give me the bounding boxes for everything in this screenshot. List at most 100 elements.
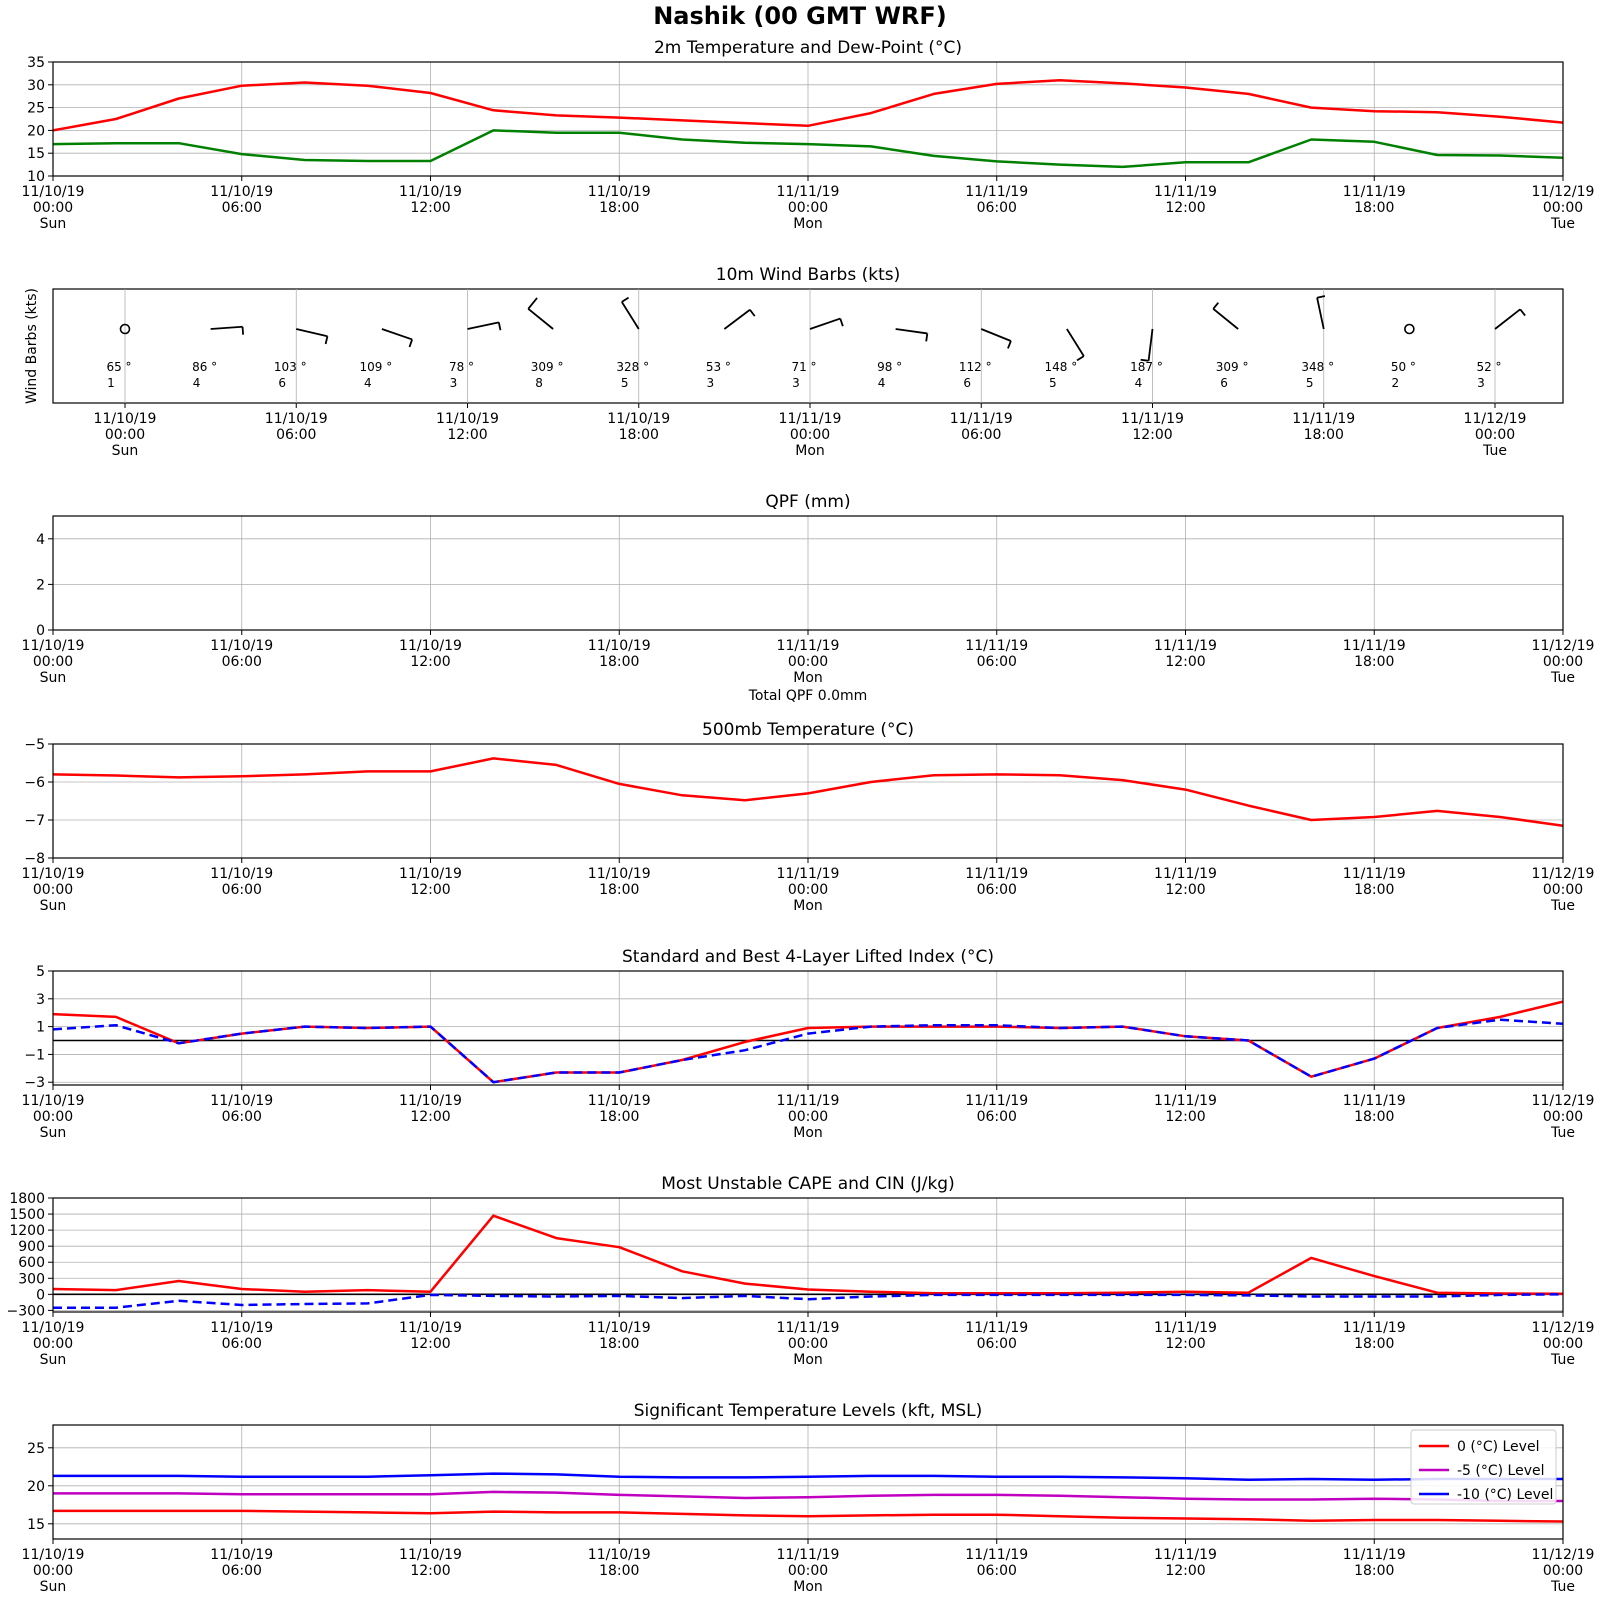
legend-label: -10 (°C) Level [1457, 1487, 1553, 1503]
x-tick-label: Mon [793, 1125, 823, 1141]
x-tick-label: 11/11/19 [777, 866, 840, 882]
wind-speed-label: 6 [963, 376, 971, 390]
x-tick-label: 11/10/19 [399, 1093, 462, 1109]
x-tick-label: 06:00 [977, 882, 1017, 898]
wind-barb-staff [895, 328, 928, 335]
wind-barb-calm [119, 323, 131, 335]
x-tick-label: 11/11/19 [777, 1320, 840, 1336]
y-tick-label: 30 [27, 78, 45, 94]
wind-speed-label: 6 [278, 376, 286, 390]
x-tick-label: 11/12/19 [1532, 1093, 1595, 1109]
x-tick-label: 06:00 [977, 200, 1017, 216]
series-line-0 [53, 1509, 1564, 1523]
x-tick-label: 11/11/19 [1154, 1320, 1217, 1336]
x-tick-label: 11/11/19 [777, 1547, 840, 1563]
panel-title: 2m Temperature and Dew-Point (°C) [654, 38, 962, 58]
x-tick-label: 11/10/19 [399, 1320, 462, 1336]
wind-barb-flag [749, 309, 756, 317]
wind-barb-staff [1066, 328, 1085, 357]
x-tick-label: 11/10/19 [588, 866, 651, 882]
wind-direction-label: 65 ° [106, 360, 131, 374]
wind-barb-staff [1147, 328, 1154, 361]
figure-title: Nashik (00 GMT WRF) [653, 2, 947, 30]
y-tick-label: 4 [36, 532, 45, 548]
x-tick-label: Tue [1550, 1352, 1575, 1368]
x-tick-label: 11/10/19 [607, 411, 670, 427]
x-tick-label: 00:00 [1543, 1563, 1583, 1579]
wind-barb-staff [527, 308, 554, 330]
x-tick-label: 11/11/19 [965, 1320, 1028, 1336]
x-tick-label: 00:00 [33, 200, 73, 216]
series-line-0 [52, 757, 1564, 827]
qpf-total-label: Total QPF 0.0mm [748, 688, 868, 704]
x-tick-label: 06:00 [222, 1109, 262, 1125]
wind-barb-flag [408, 339, 413, 348]
wind-direction-label: 71 ° [791, 360, 816, 374]
wind-barb-flag [241, 326, 245, 335]
y-tick-label: −7 [24, 813, 45, 829]
wind-direction-label: 187 ° [1130, 360, 1163, 374]
x-tick-label: 12:00 [410, 1109, 450, 1125]
wind-barb-staff [1212, 308, 1239, 330]
wind-barb-staff [1494, 308, 1521, 330]
x-tick-label: Tue [1550, 1125, 1575, 1141]
x-tick-label: Mon [793, 898, 823, 914]
x-tick-label: 06:00 [222, 882, 262, 898]
wind-barb-flag [497, 322, 502, 331]
series-line-2 [53, 1472, 1563, 1481]
wind-direction-label: 98 ° [877, 360, 902, 374]
x-tick-label: 11/10/19 [94, 411, 157, 427]
series-line-1 [53, 1490, 1563, 1503]
x-tick-label: 11/10/19 [22, 184, 85, 200]
x-tick-label: 00:00 [788, 1109, 828, 1125]
panel-1: 10m Wind Barbs (kts)11/10/1900:00Sun11/1… [24, 265, 1564, 459]
y-tick-label: 25 [27, 1441, 45, 1457]
x-tick-label: 11/11/19 [1343, 184, 1406, 200]
x-tick-label: 06:00 [222, 1336, 262, 1352]
y-tick-label: 1200 [9, 1223, 45, 1239]
y-tick-label: 2 [36, 577, 45, 593]
wind-direction-label: 328 ° [616, 360, 649, 374]
x-tick-label: 12:00 [447, 427, 487, 443]
x-tick-label: 06:00 [222, 654, 262, 670]
x-tick-label: 11/10/19 [22, 638, 85, 654]
x-tick-label: 11/11/19 [1154, 184, 1217, 200]
x-tick-label: Sun [40, 216, 67, 232]
y-tick-label: 20 [27, 123, 45, 139]
x-tick-label: 12:00 [1165, 1563, 1205, 1579]
x-tick-label: 18:00 [1354, 1563, 1394, 1579]
x-tick-label: 11/10/19 [22, 1320, 85, 1336]
x-tick-label: 00:00 [788, 200, 828, 216]
wind-barb-flag [1007, 340, 1012, 349]
x-tick-label: 00:00 [790, 427, 830, 443]
x-tick-label: 11/11/19 [1343, 1093, 1406, 1109]
x-tick-label: 00:00 [1543, 882, 1583, 898]
x-tick-label: 11/11/19 [1343, 866, 1406, 882]
y-tick-label: −8 [24, 851, 45, 867]
series-line-1 [52, 129, 1564, 169]
x-tick-label: Mon [793, 216, 823, 232]
x-tick-label: 11/11/19 [1343, 638, 1406, 654]
wind-speed-label: 5 [621, 376, 629, 390]
x-tick-label: 11/11/19 [779, 411, 842, 427]
x-tick-label: 18:00 [1304, 427, 1344, 443]
wind-speed-label: 3 [450, 376, 458, 390]
panel-title: 500mb Temperature (°C) [702, 720, 914, 740]
x-tick-label: 11/10/19 [399, 866, 462, 882]
x-tick-label: 00:00 [1543, 1109, 1583, 1125]
series-line-1 [53, 1293, 1564, 1309]
legend-label: 0 (°C) Level [1457, 1439, 1539, 1455]
panel-5: Most Unstable CAPE and CIN (J/kg) −300030… [7, 1174, 1595, 1368]
x-tick-label: 06:00 [977, 1109, 1017, 1125]
series-line-1 [52, 1018, 1564, 1084]
legend-label: -5 (°C) Level [1457, 1463, 1545, 1479]
panel-4: Standard and Best 4-Layer Lifted Index (… [22, 947, 1595, 1141]
x-tick-label: 11/10/19 [588, 1093, 651, 1109]
wind-direction-label: 309 ° [1216, 360, 1249, 374]
y-tick-label: 3 [36, 992, 45, 1008]
x-tick-label: 00:00 [788, 882, 828, 898]
x-tick-label: 11/12/19 [1532, 1320, 1595, 1336]
panel-title: QPF (mm) [765, 492, 850, 512]
x-tick-label: 11/11/19 [777, 638, 840, 654]
